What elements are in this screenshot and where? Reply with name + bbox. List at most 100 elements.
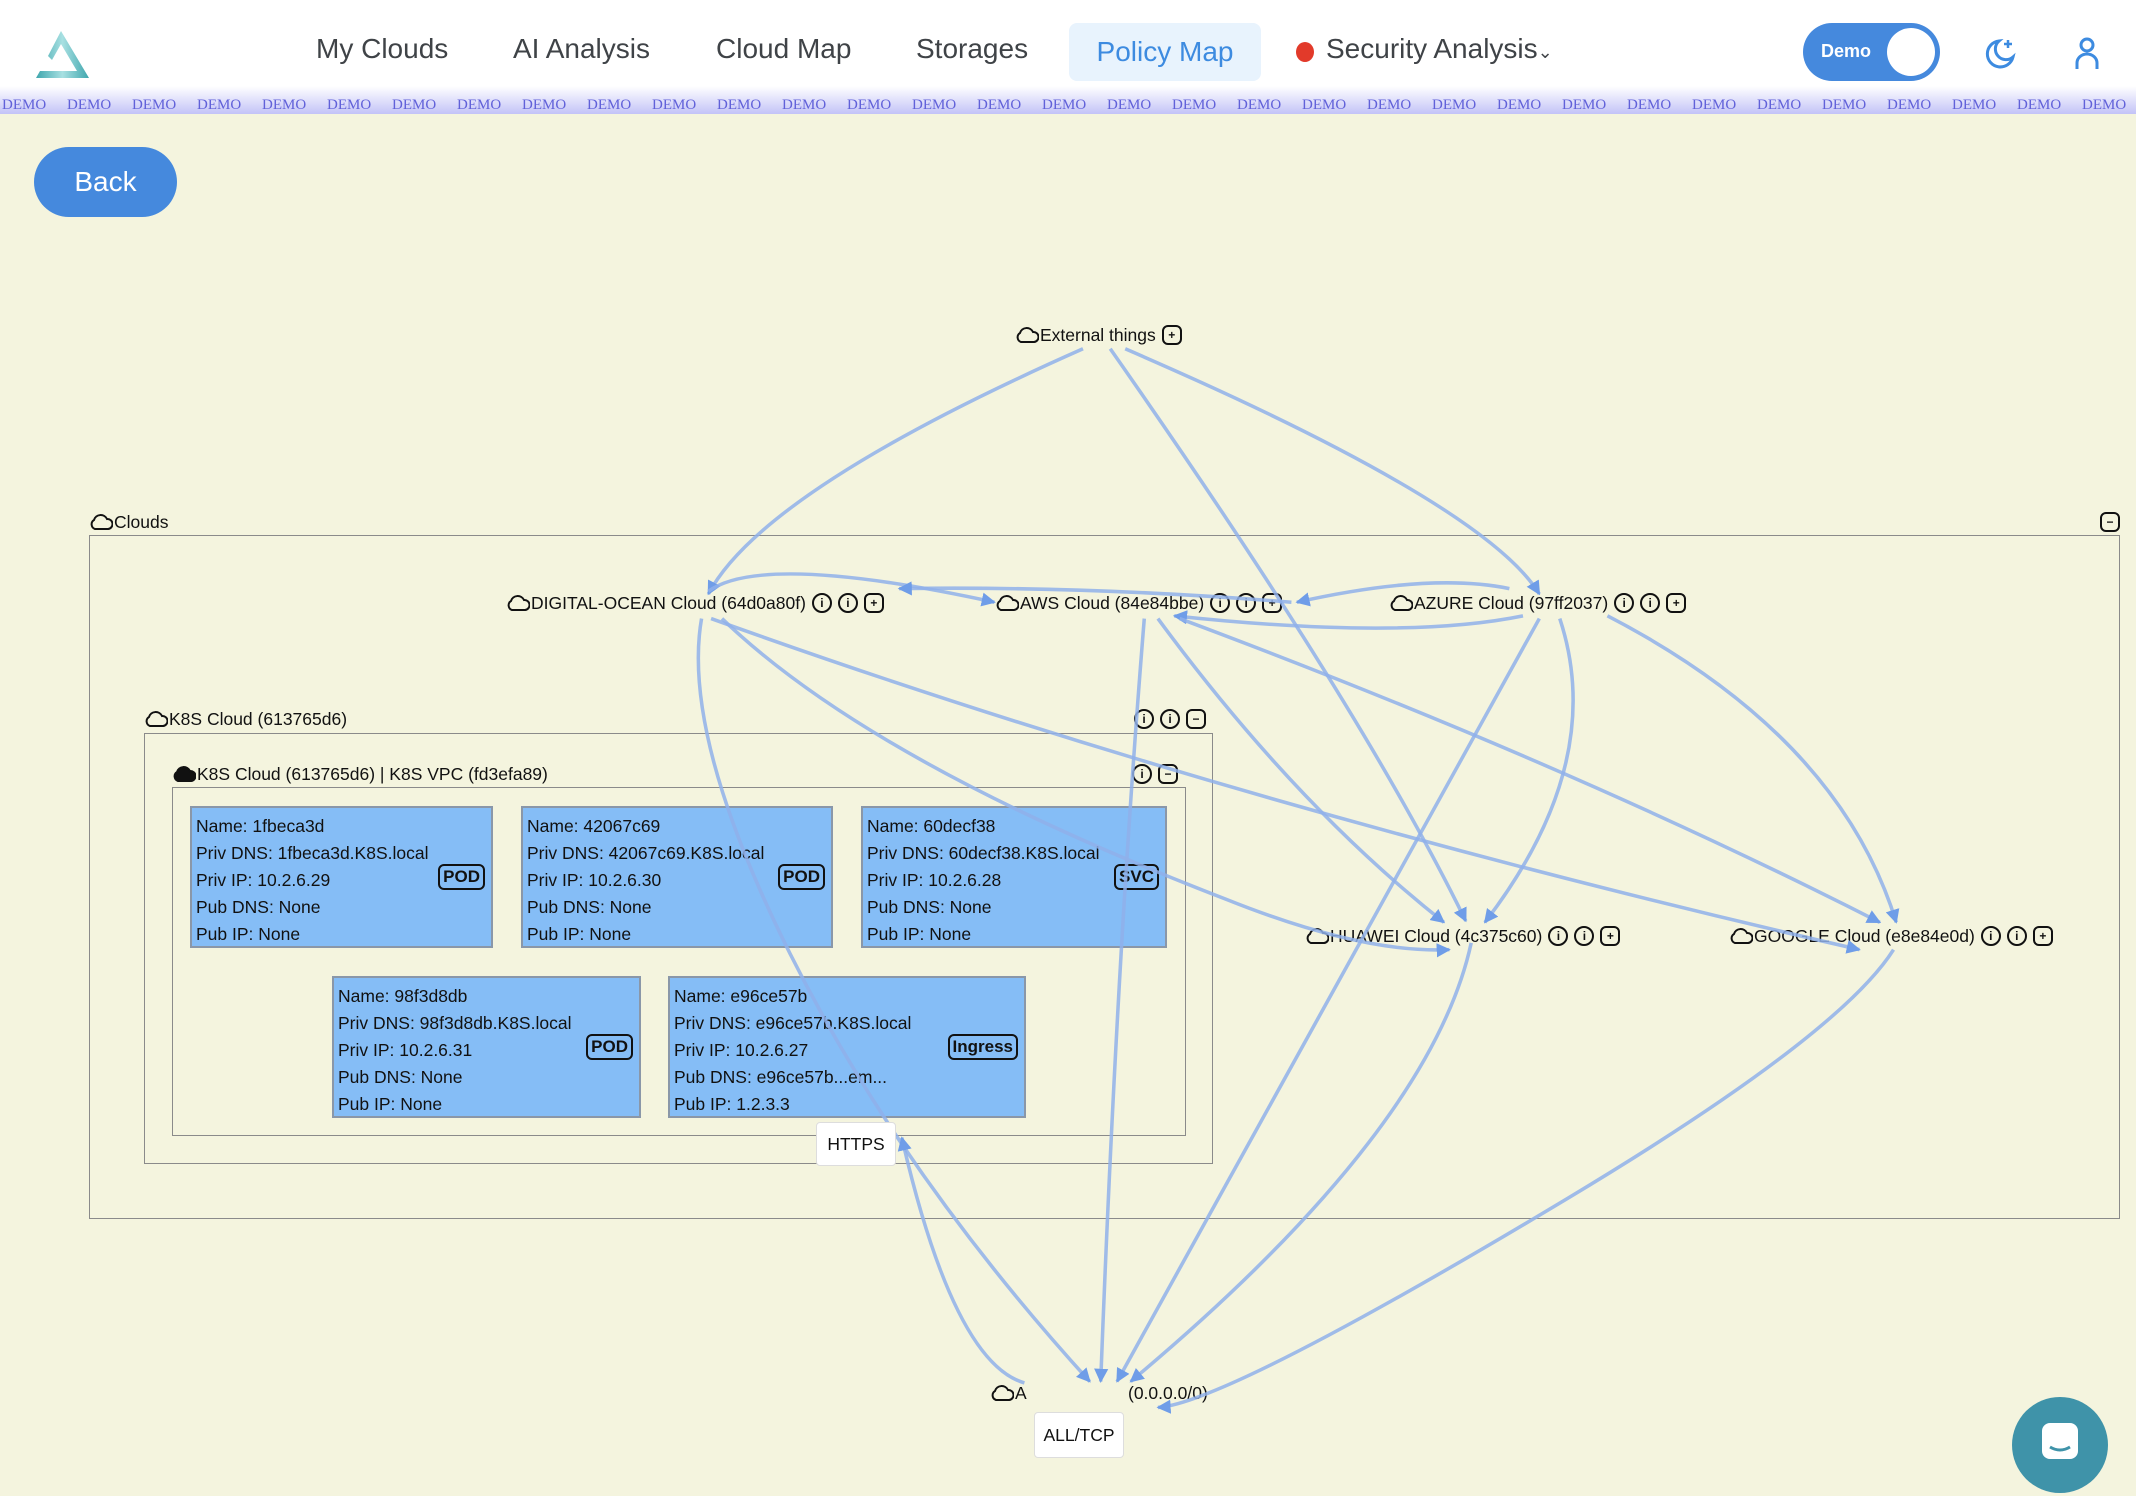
info-icon[interactable]: i	[1614, 593, 1635, 613]
expand-icon[interactable]: +	[1666, 593, 1687, 613]
demo-watermark-strip: DEMO DEMO DEMO DEMO DEMO DEMO DEMO DEMO DEMO DEMO…	[0, 86, 2136, 114]
edge-label-https[interactable]: HTTPS	[816, 1122, 896, 1166]
collapse-icon[interactable]: −	[1158, 764, 1178, 784]
node-any-cidr[interactable]: (0.0.0.0/0)	[1128, 1382, 1208, 1404]
demo-watermark: DEMO	[717, 97, 762, 113]
demo-watermark: DEMO	[1107, 97, 1152, 113]
node-label: AZURE Cloud (97ff2037)	[1414, 592, 1609, 613]
node-digital-ocean[interactable]: DIGITAL-OCEAN Cloud (64d0a80f) i i +	[506, 592, 884, 614]
node-label: (0.0.0.0/0)	[1128, 1382, 1208, 1403]
card-line: Priv IP: 10.2.6.29	[196, 870, 331, 890]
demo-toggle[interactable]: Demo	[1803, 23, 1940, 81]
demo-toggle-label: Demo	[1821, 41, 1872, 61]
cloud-icon	[1390, 595, 1413, 611]
card-line: Name: 60decf38	[867, 816, 996, 836]
top-nav: My Clouds AI Analysis Cloud Map Storages…	[0, 0, 2136, 86]
info-icon[interactable]: i	[1132, 764, 1152, 784]
cloud-icon	[1306, 928, 1329, 944]
demo-watermark: DEMO	[782, 97, 827, 113]
expand-icon[interactable]: +	[2032, 926, 2053, 946]
demo-watermark: DEMO	[1172, 97, 1217, 113]
group-vpc-label[interactable]: K8S Cloud (613765d6) | K8S VPC (fd3efa89…	[172, 763, 548, 785]
info-icon[interactable]: i	[837, 593, 858, 613]
node-label: HUAWEI Cloud (4c375c60)	[1330, 925, 1543, 946]
resource-type-badge: POD	[438, 864, 485, 890]
node-label: Clouds	[114, 511, 169, 532]
group-k8s-label[interactable]: K8S Cloud (613765d6)	[144, 708, 347, 730]
demo-watermark: DEMO	[2017, 97, 2062, 113]
card-line: Priv DNS: 60decf38.K8S.local	[867, 843, 1100, 863]
cloud-icon	[1016, 327, 1039, 343]
info-icon[interactable]: i	[1640, 593, 1661, 613]
collapse-icon[interactable]: −	[1186, 709, 1206, 729]
cloud-icon	[507, 595, 530, 611]
demo-watermark: DEMO	[262, 97, 307, 113]
node-aws[interactable]: AWS Cloud (84e84bbe) i i +	[995, 592, 1283, 614]
card-line: Pub DNS: None	[338, 1067, 463, 1087]
group-clouds-label[interactable]: Clouds	[89, 511, 168, 533]
cloud-icon	[90, 514, 113, 530]
node-label: AWS Cloud (84e84bbe)	[1020, 592, 1205, 613]
resource-card[interactable]: Name: e96ce57b Priv DNS: e96ce57b.K8S.loc…	[668, 976, 1026, 1118]
node-azure[interactable]: AZURE Cloud (97ff2037) i i +	[1389, 592, 1687, 614]
card-line: Priv IP: 10.2.6.30	[527, 870, 662, 890]
nav-security-label: Security Analysis	[1326, 33, 1538, 64]
demo-watermark: DEMO	[2082, 97, 2127, 113]
card-line: Pub IP: 1.2.3.3	[674, 1094, 790, 1114]
collapse-icon[interactable]: −	[2100, 512, 2120, 532]
info-icon[interactable]: i	[1134, 709, 1154, 729]
card-line: Name: e96ce57b	[674, 986, 808, 1006]
node-any[interactable]: A	[990, 1382, 1027, 1404]
card-line: Name: 42067c69	[527, 816, 661, 836]
card-line: Pub IP: None	[338, 1094, 443, 1114]
card-line: Pub IP: None	[867, 924, 972, 944]
nav-policy-map[interactable]: Policy Map	[1069, 23, 1261, 81]
demo-watermark: DEMO	[1822, 97, 1867, 113]
demo-watermark: DEMO	[1302, 97, 1347, 113]
cloud-icon	[996, 595, 1019, 611]
demo-watermark: DEMO	[392, 97, 437, 113]
expand-icon[interactable]: +	[1262, 593, 1283, 613]
expand-icon[interactable]: +	[863, 593, 884, 613]
demo-watermark: DEMO	[132, 97, 177, 113]
chat-button[interactable]	[2012, 1397, 2108, 1493]
group-controls: −	[2094, 511, 2120, 533]
card-line: Pub DNS: None	[527, 897, 652, 917]
resource-card[interactable]: Name: 42067c69 Priv DNS: 42067c69.K8S.loc…	[521, 806, 833, 948]
info-icon[interactable]: i	[2006, 926, 2027, 946]
info-icon[interactable]: i	[811, 593, 832, 613]
expand-icon[interactable]: +	[1161, 325, 1182, 345]
nav-my-clouds[interactable]: My Clouds	[316, 33, 449, 64]
nav-cloud-map[interactable]: Cloud Map	[716, 33, 852, 64]
info-icon[interactable]: i	[1236, 593, 1257, 613]
back-button[interactable]: Back	[34, 147, 177, 217]
demo-watermark: DEMO	[1237, 97, 1282, 113]
node-google[interactable]: GOOGLE Cloud (e8e84e0d) i i +	[1729, 925, 2053, 947]
demo-watermark: DEMO	[1627, 97, 1672, 113]
logo-icon[interactable]	[34, 30, 90, 80]
info-icon[interactable]: i	[1980, 926, 2001, 946]
node-label: DIGITAL-OCEAN Cloud (64d0a80f)	[531, 592, 806, 613]
user-icon[interactable]	[2074, 36, 2100, 70]
info-icon[interactable]: i	[1574, 926, 1595, 946]
info-icon[interactable]: i	[1210, 593, 1231, 613]
card-line: Priv DNS: 1fbeca3d.K8S.local	[196, 843, 429, 863]
nav-security-analysis[interactable]: Security Analysis⌄	[1326, 33, 1553, 65]
nav-storages[interactable]: Storages	[916, 33, 1029, 64]
resource-card[interactable]: Name: 98f3d8db Priv DNS: 98f3d8db.K8S.loc…	[332, 976, 641, 1118]
demo-watermark: DEMO	[2, 97, 47, 113]
expand-icon[interactable]: +	[1600, 926, 1621, 946]
card-line: Pub DNS: e96ce57b...em...	[674, 1067, 888, 1087]
moon-stars-icon[interactable]	[1983, 37, 2017, 71]
resource-card[interactable]: Name: 1fbeca3d Priv DNS: 1fbeca3d.K8S.loc…	[190, 806, 493, 948]
nav-ai-analysis[interactable]: AI Analysis	[513, 33, 650, 64]
edge-label-all-tcp[interactable]: ALL/TCP	[1034, 1412, 1124, 1458]
demo-watermark: DEMO	[197, 97, 242, 113]
node-external-things[interactable]: External things +	[1015, 324, 1182, 346]
resource-card[interactable]: Name: 60decf38 Priv DNS: 60decf38.K8S.loc…	[861, 806, 1167, 948]
demo-watermark: DEMO	[912, 97, 957, 113]
cloud-icon	[173, 766, 196, 782]
info-icon[interactable]: i	[1548, 926, 1569, 946]
node-huawei[interactable]: HUAWEI Cloud (4c375c60) i i +	[1305, 925, 1621, 947]
info-icon[interactable]: i	[1160, 709, 1180, 729]
